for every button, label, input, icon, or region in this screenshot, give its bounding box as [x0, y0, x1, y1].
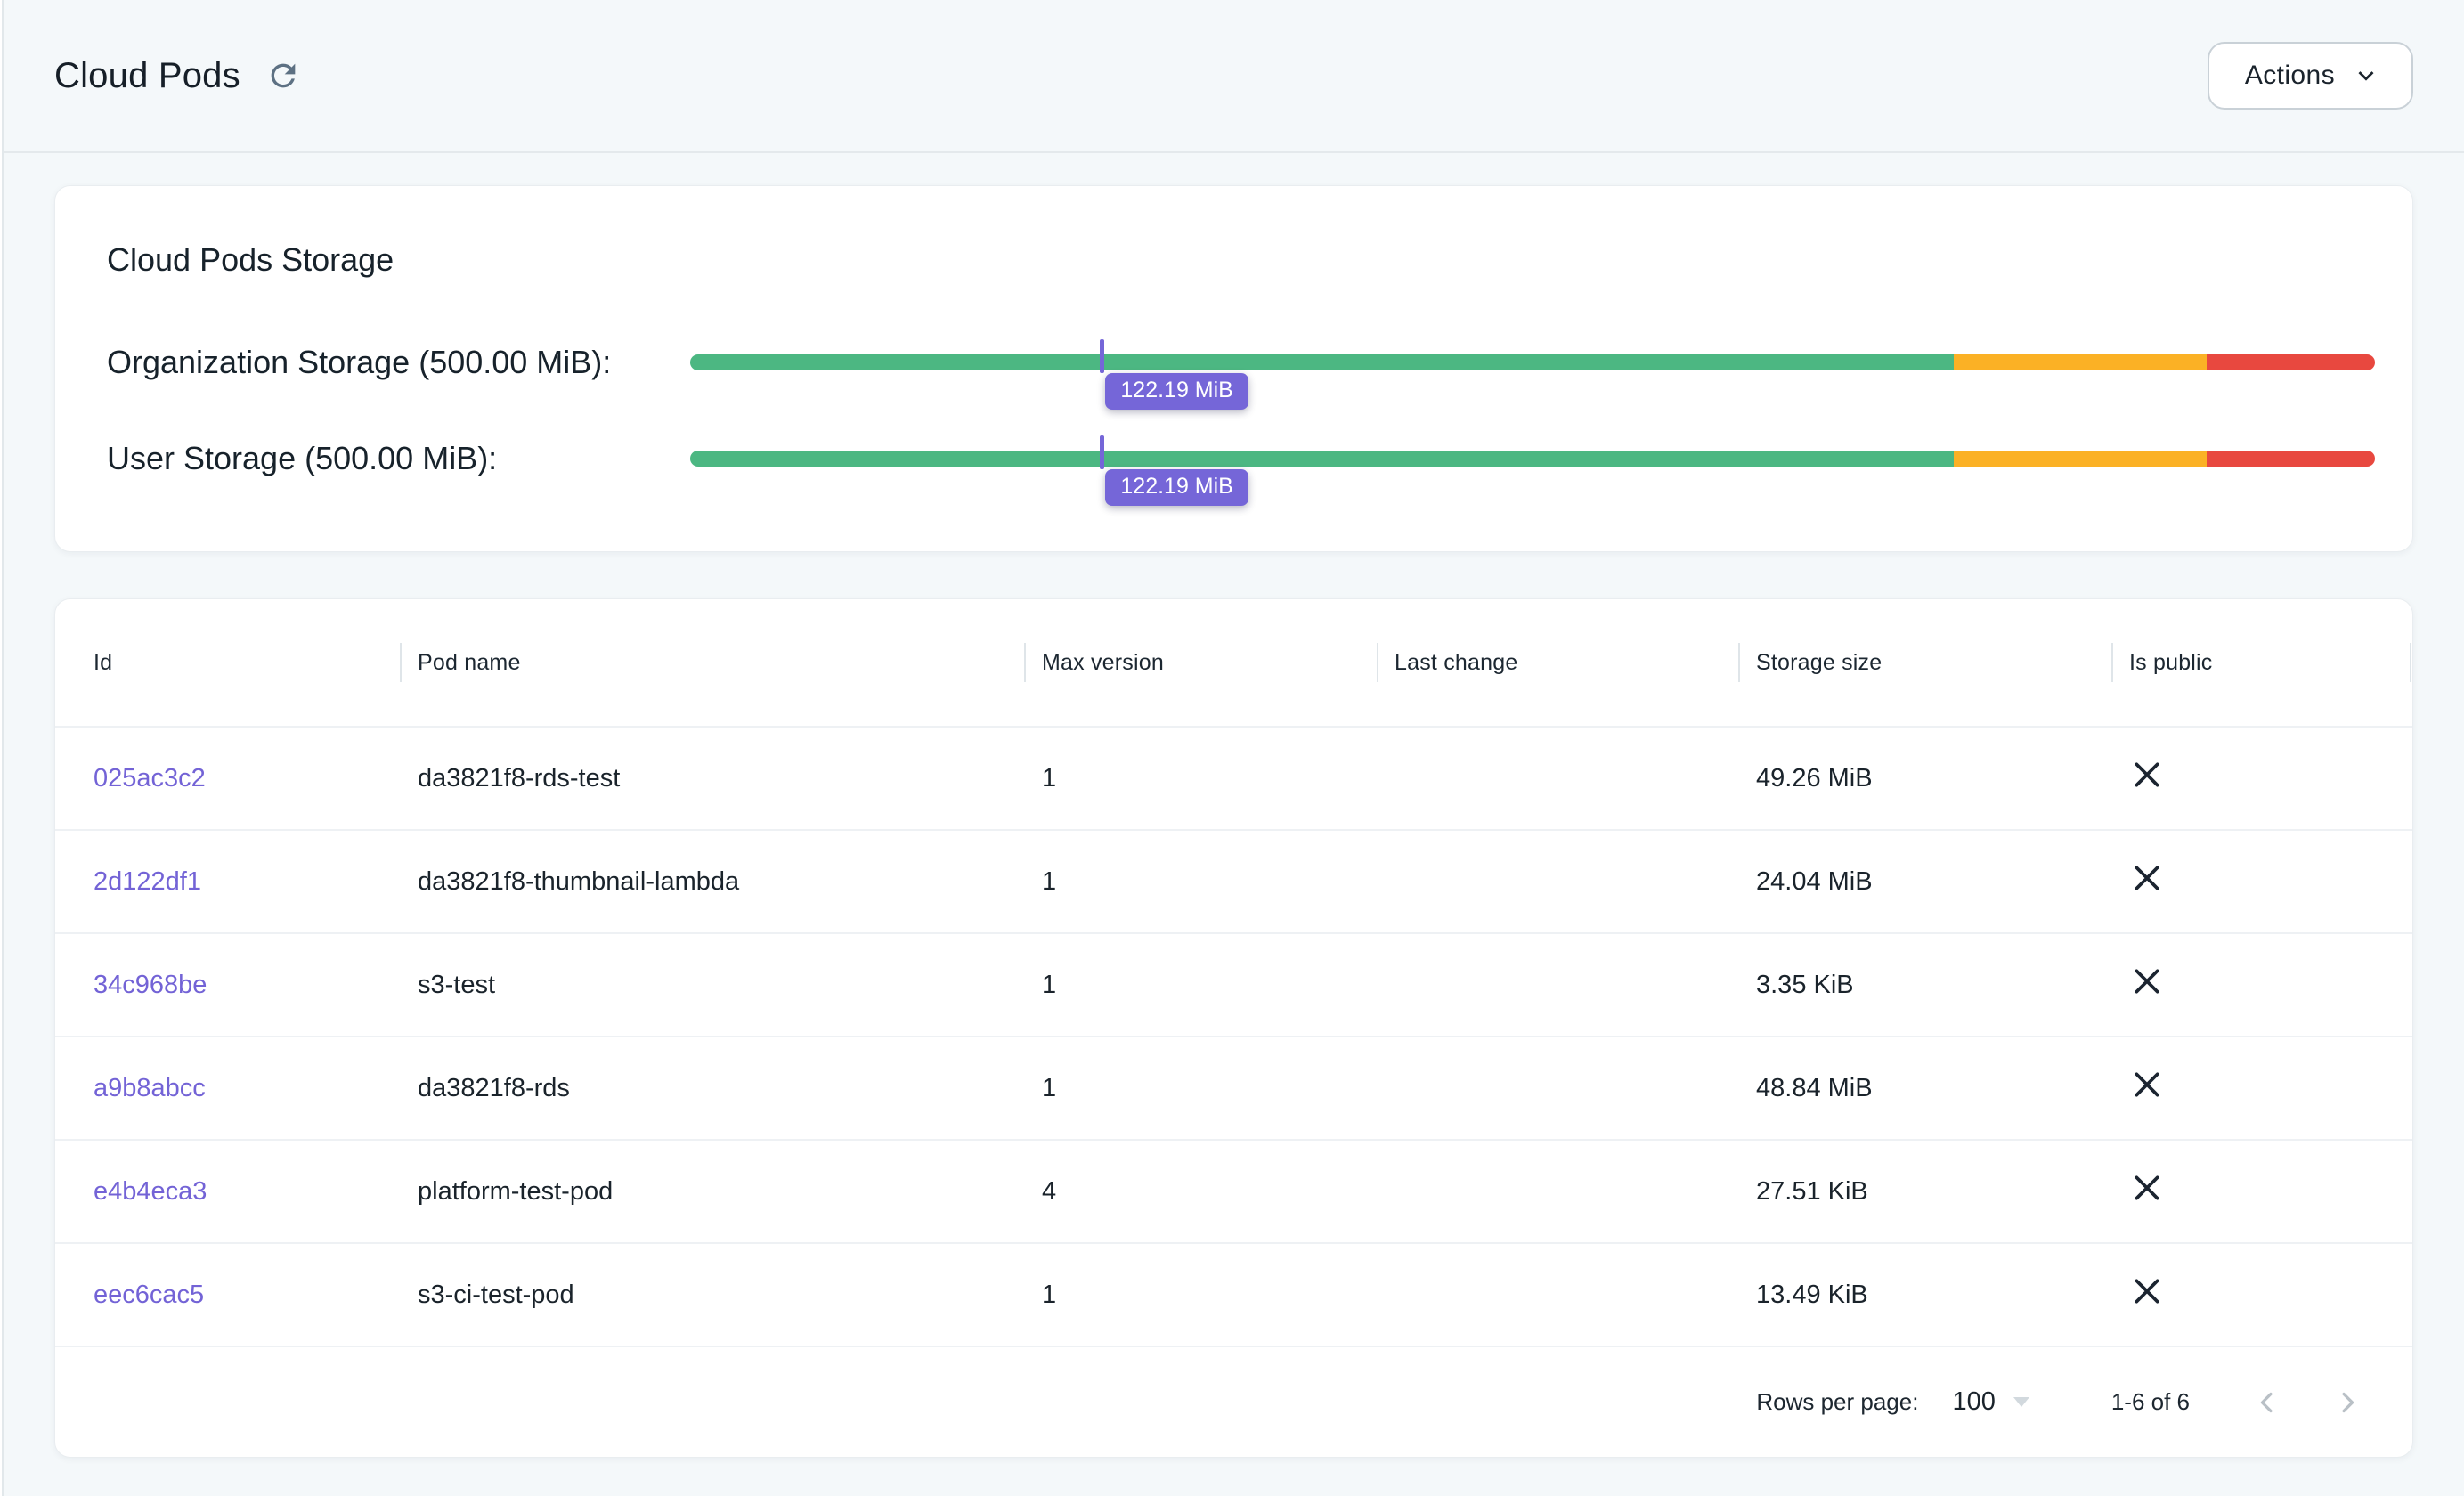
pod-name-cell: da3821f8-thumbnail-lambda — [418, 866, 740, 896]
pod-id-link[interactable]: a9b8abcc — [94, 1073, 206, 1102]
caret-down-icon — [2013, 1397, 2029, 1407]
rows-per-page-select[interactable]: 100 — [1952, 1387, 2029, 1417]
max-version-cell: 4 — [1042, 1176, 1057, 1206]
column-header-max-version[interactable]: Max version — [1024, 599, 1377, 726]
max-version-cell: 1 — [1042, 970, 1057, 999]
storage-bar-track — [690, 354, 2375, 370]
table-header-row: Id Pod name Max version Last change Stor… — [55, 599, 2412, 728]
column-header-pod-name[interactable]: Pod name — [400, 599, 1024, 726]
rows-per-page-label: Rows per page: — [1756, 1388, 1919, 1415]
chevron-left-icon — [2260, 1392, 2273, 1412]
next-page-button[interactable] — [2320, 1375, 2375, 1430]
chevron-down-icon — [2358, 71, 2374, 81]
storage-bar-yellow-segment — [1954, 451, 2207, 467]
storage-bar-green-segment — [690, 354, 1954, 370]
column-header-storage-size[interactable]: Storage size — [1738, 599, 2111, 726]
actions-button-label: Actions — [2244, 61, 2335, 90]
column-header-id[interactable]: Id — [94, 649, 113, 675]
pod-name-cell: s3-ci-test-pod — [418, 1280, 574, 1309]
user-storage-row: User Storage (500.00 MiB): 122.19 MiB — [107, 435, 2375, 506]
pod-id-link[interactable]: 34c968be — [94, 970, 207, 999]
storage-usage-marker — [1100, 435, 1105, 469]
previous-page-button[interactable] — [2240, 1375, 2295, 1430]
pagination-range-label: 1-6 of 6 — [2110, 1388, 2190, 1415]
pod-id-link[interactable]: eec6cac5 — [94, 1280, 205, 1309]
storage-size-cell: 24.04 MiB — [1756, 866, 1873, 896]
page-title: Cloud Pods — [54, 55, 240, 95]
table-pagination: Rows per page: 100 1-6 of 6 — [55, 1347, 2412, 1457]
table-row: a9b8abcc da3821f8-rds 1 48.84 MiB — [55, 1037, 2412, 1141]
storage-usage-badge: 122.19 MiB — [1105, 469, 1248, 506]
not-public-icon — [2129, 1170, 2165, 1206]
storage-size-cell: 49.26 MiB — [1756, 763, 1873, 793]
storage-usage-marker — [1100, 339, 1105, 373]
pod-name-cell: da3821f8-rds — [418, 1073, 570, 1102]
actions-button[interactable]: Actions — [2207, 42, 2413, 110]
table-body: 025ac3c2 da3821f8-rds-test 1 49.26 MiB 2… — [55, 728, 2412, 1347]
not-public-icon — [2129, 1067, 2165, 1102]
not-public-icon — [2129, 1273, 2165, 1309]
organization-storage-bar: 122.19 MiB — [690, 339, 2375, 410]
storage-size-cell: 48.84 MiB — [1756, 1073, 1873, 1102]
storage-size-cell: 3.35 KiB — [1756, 970, 1854, 999]
table-row: 025ac3c2 da3821f8-rds-test 1 49.26 MiB — [55, 728, 2412, 831]
table-row: eec6cac5 s3-ci-test-pod 1 13.49 KiB — [55, 1244, 2412, 1347]
organization-storage-label: Organization Storage (500.00 MiB): — [107, 344, 612, 380]
pod-name-cell: da3821f8-rds-test — [418, 763, 621, 793]
storage-card: Cloud Pods Storage Organization Storage … — [54, 185, 2413, 552]
refresh-button[interactable] — [264, 56, 303, 95]
storage-card-title: Cloud Pods Storage — [107, 241, 394, 278]
pod-id-link[interactable]: 025ac3c2 — [94, 763, 206, 793]
max-version-cell: 1 — [1042, 1280, 1057, 1309]
storage-bar-track — [690, 451, 2375, 467]
max-version-cell: 1 — [1042, 763, 1057, 793]
sidebar-edge — [0, 0, 4, 1496]
user-storage-label: User Storage (500.00 MiB): — [107, 440, 498, 476]
storage-usage-badge: 122.19 MiB — [1105, 373, 1248, 410]
table-row: 34c968be s3-test 1 3.35 KiB — [55, 934, 2412, 1037]
storage-bar-green-segment — [690, 451, 1954, 467]
table-row: 2d122df1 da3821f8-thumbnail-lambda 1 24.… — [55, 831, 2412, 934]
chevron-right-icon — [2342, 1392, 2354, 1412]
user-storage-bar: 122.19 MiB — [690, 435, 2375, 506]
pod-id-link[interactable]: e4b4eca3 — [94, 1176, 207, 1206]
not-public-icon — [2129, 860, 2165, 896]
title-wrap: Cloud Pods — [54, 56, 303, 96]
organization-storage-row: Organization Storage (500.00 MiB): 122.1… — [107, 339, 2375, 410]
pod-name-cell: platform-test-pod — [418, 1176, 614, 1206]
column-header-last-change[interactable]: Last change — [1377, 599, 1738, 726]
max-version-cell: 1 — [1042, 1073, 1057, 1102]
refresh-icon — [271, 63, 296, 88]
max-version-cell: 1 — [1042, 866, 1057, 896]
rows-per-page-value: 100 — [1952, 1387, 1996, 1416]
storage-bar-red-segment — [2206, 354, 2375, 370]
cloud-pods-table-card: Id Pod name Max version Last change Stor… — [54, 598, 2413, 1458]
storage-size-cell: 27.51 KiB — [1756, 1176, 1868, 1206]
column-header-is-public[interactable]: Is public — [2111, 599, 2412, 726]
storage-bar-red-segment — [2206, 451, 2375, 467]
pod-id-link[interactable]: 2d122df1 — [94, 866, 201, 896]
not-public-icon — [2129, 757, 2165, 793]
pod-name-cell: s3-test — [418, 970, 496, 999]
not-public-icon — [2129, 963, 2165, 999]
storage-bar-yellow-segment — [1954, 354, 2207, 370]
page-header: Cloud Pods Actions — [0, 0, 2464, 153]
table-row: e4b4eca3 platform-test-pod 4 27.51 KiB — [55, 1141, 2412, 1244]
main-content: Cloud Pods Storage Organization Storage … — [0, 153, 2464, 1458]
storage-size-cell: 13.49 KiB — [1756, 1280, 1868, 1309]
